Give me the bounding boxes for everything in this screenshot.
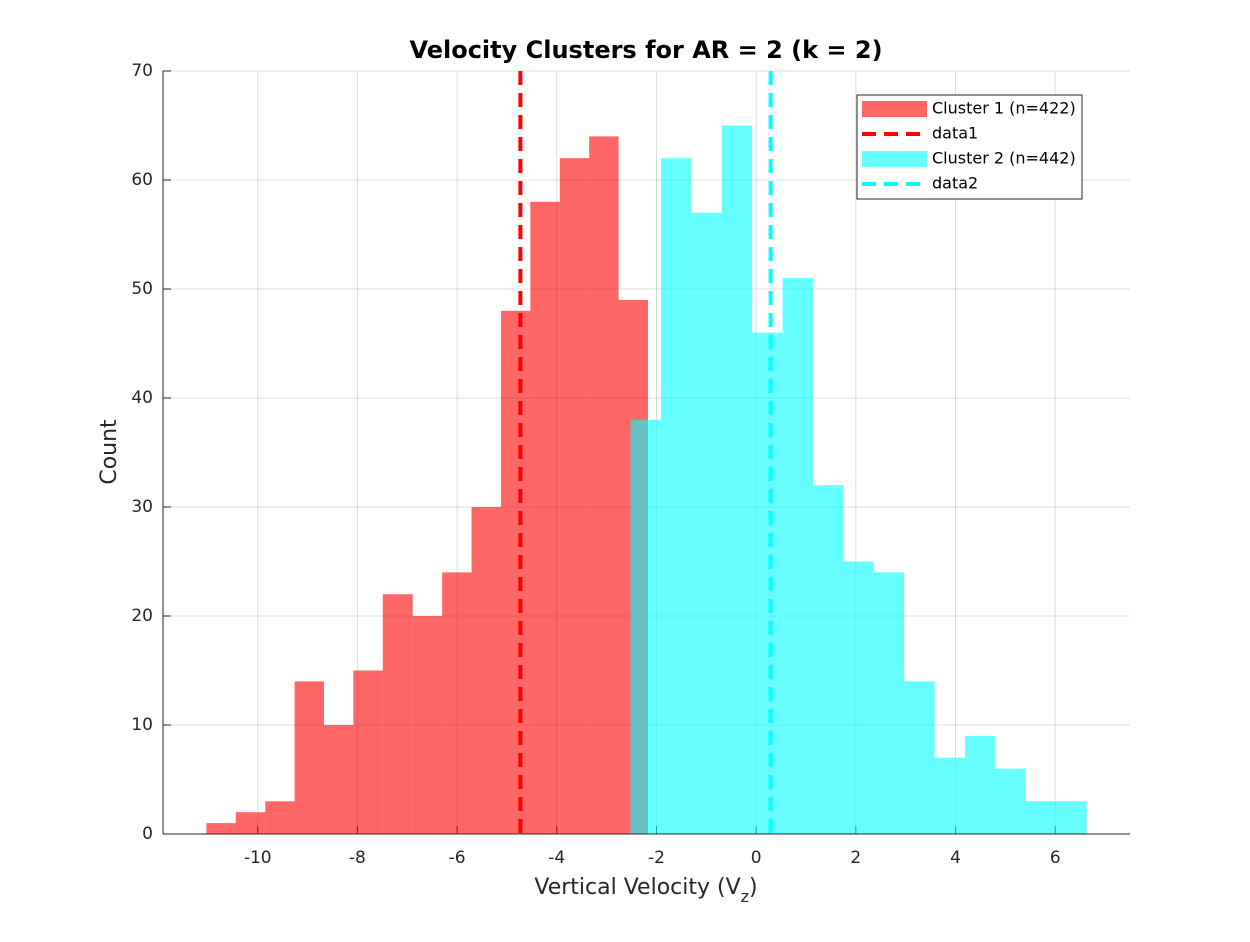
x-label-end: ): [749, 875, 758, 900]
x-tick-label: -6: [449, 848, 466, 868]
bar: [934, 757, 966, 834]
x-tick-label: -4: [548, 848, 565, 868]
legend-label: Cluster 2 (n=442): [932, 149, 1076, 168]
y-tick-label: 50: [131, 279, 153, 299]
y-tick-label: 0: [142, 824, 153, 844]
y-axis-label: Count: [97, 419, 122, 485]
y-tick-label: 60: [131, 170, 153, 190]
x-label-text: Vertical Velocity (V: [534, 875, 740, 900]
bar: [589, 136, 619, 834]
legend-label: data2: [932, 174, 978, 193]
bar: [559, 158, 590, 834]
bar: [630, 419, 661, 834]
chart-title: Velocity Clusters for AR = 2 (k = 2): [409, 36, 882, 64]
legend-label: data1: [932, 124, 978, 143]
bar: [530, 201, 560, 835]
bar: [965, 735, 996, 834]
bar: [1025, 801, 1057, 834]
bar: [812, 485, 844, 834]
bar: [995, 768, 1026, 834]
x-tick-label: -8: [349, 848, 366, 868]
y-tick-label: 40: [131, 388, 153, 408]
bar: [353, 670, 383, 834]
bar: [382, 594, 413, 834]
bar: [412, 616, 443, 834]
bar: [235, 812, 266, 834]
x-tick-label: 4: [950, 848, 961, 868]
bar: [721, 125, 753, 834]
legend-label: Cluster 1 (n=422): [932, 99, 1076, 118]
legend: Cluster 1 (n=422) data1 Cluster 2 (n=442) d…: [856, 94, 1083, 200]
bar: [265, 801, 295, 834]
bar: [324, 725, 354, 834]
x-axis-label: Vertical Velocity (Vz): [534, 875, 757, 906]
x-tick-label: 6: [1050, 848, 1061, 868]
y-tick-label: 20: [131, 606, 153, 626]
x-tick-label: 2: [850, 848, 861, 868]
bar: [843, 561, 874, 834]
bar: [471, 507, 501, 834]
bar: [660, 158, 692, 834]
bar: [206, 823, 236, 834]
bar: [294, 681, 325, 834]
x-tick-label: 0: [751, 848, 762, 868]
bar: [1056, 801, 1087, 834]
x-tick-label: -2: [648, 848, 665, 868]
bar: [782, 278, 813, 835]
x-tick-label: -10: [244, 848, 272, 868]
bar: [873, 572, 905, 834]
bar: [752, 332, 783, 834]
legend-swatch: [862, 101, 927, 117]
y-tick-label: 30: [131, 497, 153, 517]
y-tick-label: 10: [131, 715, 153, 735]
bar: [500, 310, 531, 834]
legend-swatch: [862, 151, 927, 167]
x-label-sub: z: [741, 887, 749, 906]
bar: [442, 572, 472, 834]
y-tick-label: 70: [131, 61, 153, 81]
bar: [691, 212, 722, 834]
bar: [904, 681, 935, 834]
